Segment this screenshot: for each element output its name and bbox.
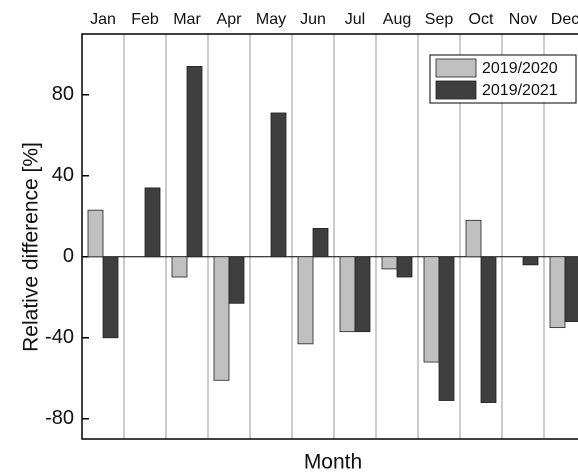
x-tick-label: Jan	[90, 11, 116, 28]
y-tick-label: -80	[45, 407, 74, 429]
bar	[144, 187, 161, 258]
bar	[312, 227, 329, 258]
bar	[480, 256, 497, 403]
bar	[381, 256, 398, 270]
y-axis-label: Relative difference [%]	[20, 142, 43, 352]
y-tick-label: 0	[63, 245, 74, 267]
bar	[465, 219, 482, 258]
plot-frame	[81, 33, 578, 440]
bar	[339, 256, 356, 333]
bar	[396, 256, 413, 278]
bar	[213, 256, 230, 381]
bar	[186, 66, 203, 258]
y-tick-label: 40	[52, 164, 74, 186]
x-tick-label: Jun	[300, 11, 326, 28]
x-tick-label: Jul	[345, 11, 365, 28]
bar	[522, 256, 539, 266]
bar	[270, 112, 287, 258]
bar	[228, 256, 245, 304]
legend-swatch	[435, 80, 477, 100]
bar	[102, 256, 119, 339]
x-tick-label: Aug	[383, 11, 411, 28]
bar	[354, 256, 371, 333]
bar	[549, 256, 566, 329]
x-tick-label: Feb	[131, 11, 159, 28]
x-tick-label: Sep	[425, 11, 454, 28]
bar	[564, 256, 578, 322]
bar	[297, 256, 314, 345]
bar	[171, 256, 188, 278]
y-tick-label: 80	[52, 83, 74, 105]
x-tick-label: Oct	[469, 11, 494, 28]
legend-label: 2019/2021	[482, 82, 558, 99]
x-tick-label: Mar	[173, 11, 201, 28]
bar	[423, 256, 440, 363]
x-tick-label: May	[256, 11, 286, 28]
x-tick-label: Dec	[551, 11, 578, 28]
x-axis-label: Month	[304, 451, 362, 474]
bar	[87, 209, 104, 258]
x-tick-label: Apr	[217, 11, 243, 28]
legend-label: 2019/2020	[482, 60, 558, 77]
x-tick-label: Nov	[509, 11, 537, 28]
bar	[438, 256, 455, 401]
legend-swatch	[435, 58, 477, 78]
y-tick-label: -40	[45, 326, 74, 348]
